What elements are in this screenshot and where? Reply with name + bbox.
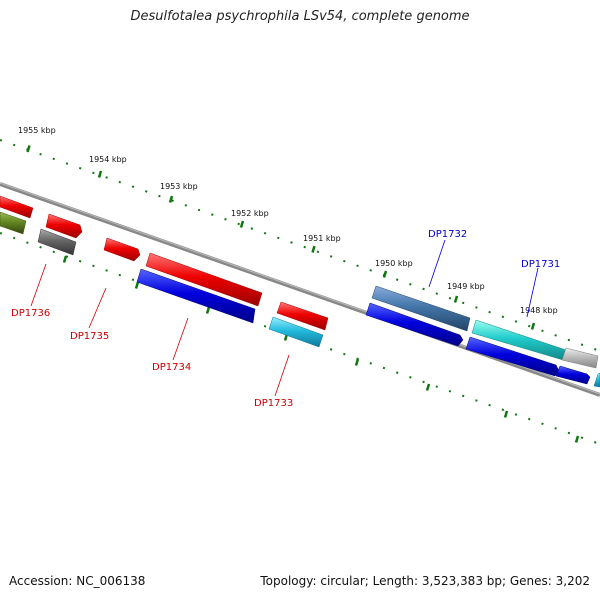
- gene-label-dp1734[interactable]: DP1734: [152, 362, 191, 373]
- gene-label-dp1736[interactable]: DP1736: [11, 308, 50, 319]
- gene-feature-blue-dp1732[interactable]: [365, 302, 464, 347]
- leader-line-dp1736: [30, 263, 47, 307]
- leader-line-dp1734: [172, 317, 189, 361]
- accession-text: Accession: NC_006138: [9, 574, 146, 588]
- gene-feature-gray-1[interactable]: [37, 228, 77, 256]
- kbp-label-1948: 1948 kbp: [520, 306, 558, 315]
- gene-feature-blue-small[interactable]: [555, 365, 591, 385]
- gene-feature-steel-dp1732[interactable]: [371, 285, 471, 332]
- gene-feature-red-2[interactable]: [45, 213, 83, 239]
- gene-feature-cyan-dp1733[interactable]: [268, 316, 324, 348]
- gene-feature-olive-1[interactable]: [0, 211, 27, 235]
- gene-feature-red-dp1733[interactable]: [276, 301, 329, 331]
- leader-line-dp1735: [88, 287, 107, 329]
- leader-line-dp1733: [274, 354, 290, 397]
- kbp-label-1950: 1950 kbp: [375, 259, 413, 268]
- map-title: Desulfotalea psychrophila LSv54, complet…: [130, 9, 470, 24]
- gene-label-dp1733[interactable]: DP1733: [254, 398, 293, 409]
- gene-label-dp1731[interactable]: DP1731: [521, 259, 560, 270]
- gene-feature-lightgray-1[interactable]: [561, 347, 599, 369]
- leader-line-dp1732: [428, 239, 446, 288]
- kbp-label-1952: 1952 kbp: [231, 209, 269, 218]
- gene-feature-blue-dp1734[interactable]: [136, 268, 256, 324]
- gene-feature-red-3[interactable]: [103, 237, 141, 262]
- kbp-label-1955: 1955 kbp: [18, 126, 56, 135]
- gene-label-dp1735[interactable]: DP1735: [70, 331, 109, 342]
- genome-backbone: [0, 182, 600, 397]
- genome-stats-text: Topology: circular; Length: 3,523,383 bp…: [260, 574, 590, 588]
- gene-feature-red-dp1734[interactable]: [145, 252, 263, 307]
- gene-feature-cyan-edge[interactable]: [593, 372, 600, 388]
- gene-feature-red-1[interactable]: [0, 195, 34, 219]
- leader-line-dp1731: [526, 267, 539, 318]
- gene-label-dp1732[interactable]: DP1732: [428, 229, 467, 240]
- outer-tick-scale: [0, 139, 600, 352]
- kbp-label-1953: 1953 kbp: [160, 182, 198, 191]
- kbp-label-1951: 1951 kbp: [303, 234, 341, 243]
- kbp-label-1954: 1954 kbp: [89, 155, 127, 164]
- kbp-label-1949: 1949 kbp: [447, 282, 485, 291]
